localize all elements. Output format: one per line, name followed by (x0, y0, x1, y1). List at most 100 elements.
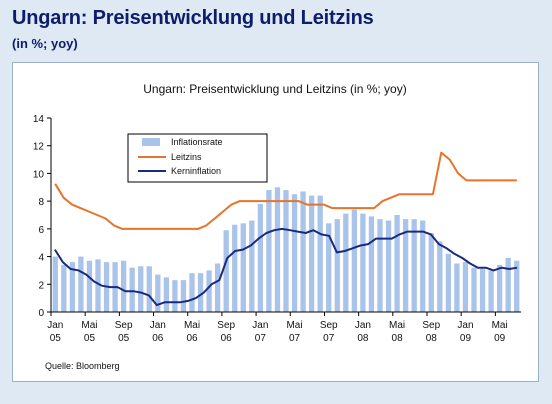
x-tick-label-month: Mai (389, 320, 405, 331)
inflation-bar (514, 260, 520, 312)
inflation-bar (505, 257, 511, 312)
x-tick-label-year: 09 (460, 333, 472, 344)
x-tick-label-year: 07 (289, 333, 301, 344)
x-tick-label-month: Jan (457, 320, 473, 331)
x-tick-label-month: Sep (115, 320, 133, 331)
inflation-bar (146, 266, 152, 312)
x-tick-label-year: 08 (357, 333, 369, 344)
x-tick-label-year: 06 (186, 333, 198, 344)
inflation-bar (61, 264, 67, 312)
x-tick-label-year: 09 (494, 333, 506, 344)
inflation-bar (471, 267, 477, 312)
x-tick-label-year: 05 (84, 333, 96, 344)
inflation-bar (214, 263, 221, 312)
page-title: Ungarn: Preisentwicklung und Leitzins (12, 7, 374, 29)
x-tick-label-month: Sep (320, 320, 338, 331)
inflation-bar (402, 219, 409, 312)
x-tick-label-year: 07 (255, 333, 267, 344)
inflation-bar (488, 270, 494, 312)
inflation-bar (411, 219, 417, 312)
x-tick-label-year: 07 (323, 333, 335, 344)
x-tick-label-year: 06 (221, 333, 233, 344)
y-tick-label: 6 (38, 225, 44, 236)
inflation-bar (334, 219, 340, 312)
inflation-bar (300, 191, 306, 312)
x-tick-label-year: 05 (50, 333, 62, 344)
x-tick-label-month: Mai (492, 320, 508, 331)
inflation-bar (52, 256, 58, 312)
inflation-bar (479, 269, 486, 312)
inflation-bar (240, 223, 246, 312)
inflation-bar (129, 267, 135, 312)
inflation-bar (120, 260, 127, 312)
inflation-bar (249, 220, 255, 312)
inflation-bar (78, 256, 84, 312)
y-tick-label: 4 (38, 253, 44, 264)
inflation-bar (283, 190, 289, 312)
inflation-bar (291, 194, 298, 312)
inflation-bar (496, 264, 503, 312)
inflation-bar (257, 203, 264, 312)
inflation-bar (368, 216, 375, 312)
inflation-bar (420, 220, 426, 312)
y-tick-label: 2 (38, 280, 44, 291)
x-tick-label-year: 06 (152, 333, 164, 344)
inflation-bar (385, 220, 392, 312)
inflation-bar (317, 195, 323, 312)
x-tick-label-month: Mai (184, 320, 200, 331)
legend-label-kerninflation: Kerninflation (171, 166, 221, 176)
chart-title: Ungarn: Preisentwicklung und Leitzins (i… (143, 82, 406, 96)
inflation-bar (155, 274, 161, 312)
y-tick-label: 14 (33, 114, 45, 125)
leitzins-line (54, 151, 517, 230)
inflation-bar (197, 273, 204, 312)
legend-swatch-inflationsrate (142, 138, 160, 146)
x-tick-label-month: Sep (422, 320, 440, 331)
y-tick-label: 10 (33, 169, 45, 180)
legend-label-inflationsrate: Inflationsrate (171, 137, 223, 147)
x-tick-label-month: Jan (252, 320, 268, 331)
inflation-bar (377, 219, 383, 312)
inflation-bar (172, 280, 178, 312)
source-note: Quelle: Bloomberg (45, 361, 120, 371)
inflation-bar (360, 213, 366, 312)
kerninflation-line (54, 227, 518, 307)
inflation-bar (189, 273, 195, 312)
inflation-bar (180, 280, 187, 312)
x-tick-label-year: 05 (118, 333, 130, 344)
inflation-bar (223, 230, 229, 312)
y-tick-label: 0 (38, 308, 44, 319)
x-tick-label-month: Mai (81, 320, 97, 331)
inflation-bar (343, 213, 349, 312)
inflation-bar (445, 253, 452, 312)
inflation-bar (69, 262, 76, 312)
inflation-bar (351, 209, 358, 312)
inflation-bar (163, 277, 170, 312)
inflation-bar (326, 223, 332, 312)
chart-panel: Ungarn: Preisentwicklung und Leitzins (i… (12, 62, 539, 382)
inflation-bar (274, 187, 281, 312)
inflation-bar (138, 266, 144, 312)
chart-svg: Ungarn: Preisentwicklung und Leitzins (i… (33, 82, 521, 371)
y-tick-label: 12 (33, 142, 45, 153)
x-tick-label-month: Jan (355, 320, 371, 331)
inflation-bar (454, 263, 460, 312)
x-tick-label-month: Sep (217, 320, 235, 331)
x-tick-label-month: Jan (150, 320, 166, 331)
inflation-bar (206, 270, 212, 312)
inflation-bar (86, 260, 93, 312)
x-tick-label-year: 08 (426, 333, 438, 344)
inflation-bar (462, 262, 469, 312)
inflation-bar (266, 190, 272, 312)
inflation-bar (394, 215, 400, 312)
inflation-bar (428, 233, 434, 312)
inflation-bar (308, 195, 315, 312)
x-tick-label-year: 08 (392, 333, 404, 344)
x-tick-label-month: Jan (47, 320, 63, 331)
legend-label-leitzins: Leitzins (171, 152, 202, 162)
chart-title-suffix: (in %; yoy) (350, 82, 407, 96)
inflation-bar (232, 224, 238, 312)
inflation-bar (95, 259, 101, 312)
y-tick-label: 8 (38, 197, 44, 208)
page-subtitle: (in %; yoy) (12, 36, 78, 51)
